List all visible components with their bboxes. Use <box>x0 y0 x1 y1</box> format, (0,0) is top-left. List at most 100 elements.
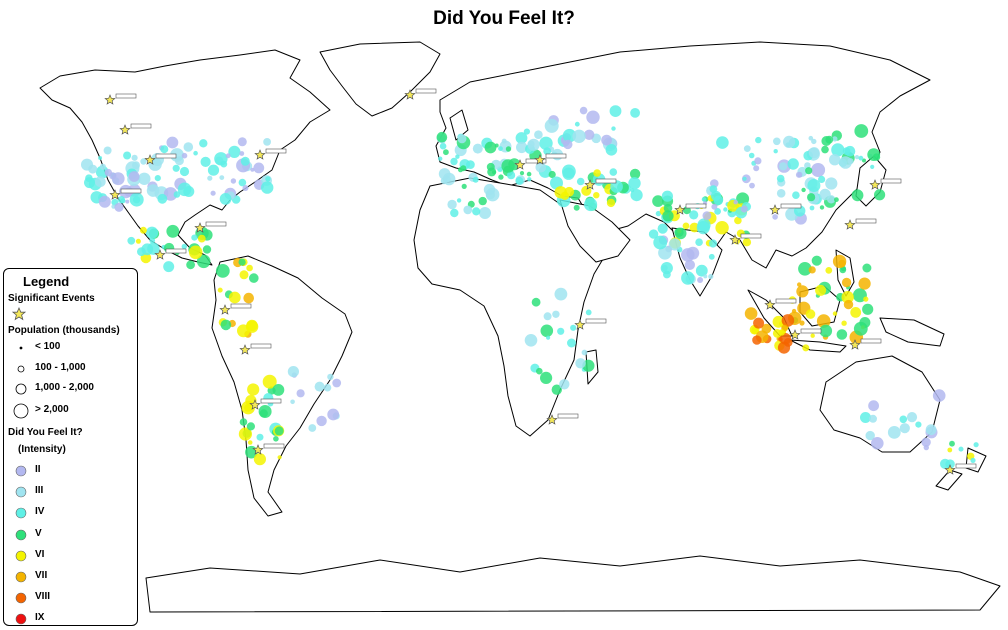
intensity-swatch-icon <box>15 529 27 540</box>
legend-intensity-row: VII <box>4 569 137 585</box>
intensity-dot <box>154 175 161 182</box>
intensity-swatch-icon <box>15 486 27 498</box>
intensity-dot <box>686 246 700 260</box>
legend-population-text: 100 - 1,000 <box>35 362 86 373</box>
intensity-dot <box>484 141 497 154</box>
intensity-dot <box>834 197 839 203</box>
intensity-dot <box>808 147 820 159</box>
intensity-dot <box>819 188 831 201</box>
intensity-dot <box>776 174 785 183</box>
population-circle-icon <box>19 346 23 350</box>
intensity-dot <box>501 138 507 144</box>
intensity-dot <box>443 149 449 156</box>
intensity-dot <box>274 426 284 436</box>
intensity-dot <box>567 338 576 348</box>
significant-event-star <box>154 249 166 260</box>
intensity-dot <box>479 207 491 219</box>
intensity-dot <box>140 158 147 165</box>
intensity-dot <box>316 415 327 427</box>
intensity-dot <box>792 191 800 199</box>
intensity-dot <box>657 223 668 234</box>
intensity-dots <box>81 105 979 469</box>
intensity-dot <box>915 421 922 428</box>
intensity-dot <box>742 176 747 181</box>
event-label-box <box>265 148 287 154</box>
intensity-dot <box>808 266 816 274</box>
intensity-dot <box>799 320 805 326</box>
intensity-dot <box>256 433 264 441</box>
intensity-dot <box>219 193 232 205</box>
legend-intensity-row: III <box>4 484 137 500</box>
intensity-dot <box>832 136 838 142</box>
intensity-swatch-icon <box>15 614 27 625</box>
intensity-dot <box>689 210 699 220</box>
intensity-dot <box>519 171 525 176</box>
intensity-dot <box>776 189 786 198</box>
intensity-dot <box>630 108 640 118</box>
intensity-dot <box>710 190 722 201</box>
event-label-box <box>415 88 437 94</box>
intensity-dot <box>658 246 672 260</box>
intensity-dot <box>540 324 554 338</box>
intensity-dot <box>932 389 946 402</box>
intensity-dot <box>552 310 560 318</box>
intensity-dot <box>733 200 738 205</box>
intensity-dot <box>472 176 479 183</box>
event-label-box <box>155 153 177 159</box>
intensity-dot <box>811 163 826 177</box>
intensity-dot <box>662 210 674 222</box>
intensity-dot <box>715 221 729 235</box>
intensity-dot <box>811 255 822 266</box>
intensity-dot <box>853 321 868 336</box>
legend-dyfi-sublabel: (Intensity) <box>18 444 66 455</box>
intensity-dot <box>783 135 796 148</box>
intensity-dot <box>439 142 447 150</box>
significant-event-star <box>546 414 558 425</box>
intensity-dot <box>173 191 181 198</box>
intensity-dot <box>296 389 305 398</box>
legend-intensity-text: IV <box>35 506 45 518</box>
intensity-swatch-icon <box>15 508 27 519</box>
intensity-dot <box>825 267 833 274</box>
intensity-dot <box>240 156 250 166</box>
intensity-dot <box>752 335 762 345</box>
intensity-dot <box>609 105 622 117</box>
significant-event-star <box>119 124 131 135</box>
intensity-dot <box>138 172 151 185</box>
new-zealand <box>965 447 987 473</box>
intensity-dot <box>682 222 690 230</box>
event-label-box <box>260 398 282 404</box>
intensity-dot <box>858 155 864 161</box>
legend-significant-label: Significant Events <box>8 293 95 304</box>
significant-event-star <box>674 204 686 215</box>
intensity-dot <box>586 110 600 124</box>
significant-event-star <box>944 464 956 475</box>
intensity-dot <box>103 146 112 155</box>
significant-star-icon <box>12 307 26 321</box>
intensity-dot <box>949 440 955 447</box>
intensity-dot <box>754 157 762 165</box>
intensity-dot <box>711 203 718 210</box>
intensity-dot <box>773 149 778 154</box>
legend-population-row: 1,000 - 2,000 <box>4 381 137 397</box>
intensity-dot <box>123 151 132 160</box>
legend-population-row: < 100 <box>4 340 137 356</box>
event-label-box <box>263 443 285 449</box>
intensity-dot <box>507 171 516 180</box>
event-label-box <box>545 153 567 159</box>
significant-events <box>104 88 977 475</box>
intensity-dot <box>478 196 487 206</box>
intensity-dot <box>540 371 553 384</box>
intensity-dot <box>172 164 180 172</box>
intensity-dot <box>498 174 504 180</box>
intensity-dot <box>98 156 103 160</box>
intensity-dot <box>867 148 881 162</box>
intensity-dot <box>463 205 473 215</box>
intensity-dot <box>127 236 136 245</box>
intensity-dot <box>811 138 817 145</box>
intensity-dot <box>486 162 495 171</box>
intensity-dot <box>576 177 585 186</box>
intensity-dot <box>95 165 109 179</box>
legend-intensity-row: VI <box>4 548 137 564</box>
intensity-dot <box>748 152 755 159</box>
